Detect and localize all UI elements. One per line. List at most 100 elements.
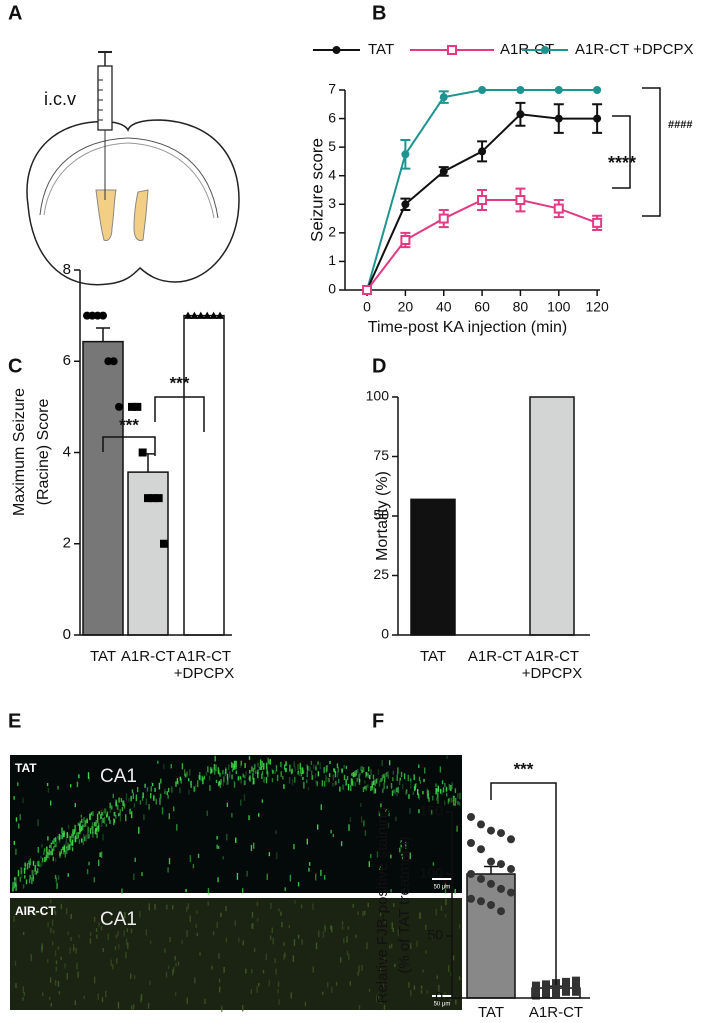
texture <box>212 931 215 936</box>
texture <box>334 781 336 786</box>
texture <box>248 756 251 760</box>
texture <box>15 882 17 888</box>
texture <box>356 778 358 782</box>
texture <box>184 773 187 778</box>
texture <box>24 875 26 879</box>
texture <box>425 949 427 955</box>
texture <box>77 971 79 978</box>
texture <box>106 814 108 818</box>
texture <box>240 799 242 806</box>
texture <box>133 873 135 881</box>
texture <box>55 877 58 883</box>
texture <box>401 784 404 790</box>
texture <box>131 789 134 793</box>
texture <box>316 824 319 830</box>
texture <box>282 776 284 780</box>
texture <box>226 773 229 780</box>
texture <box>361 964 363 971</box>
texture <box>105 823 108 827</box>
texture <box>352 780 354 787</box>
texture <box>320 869 322 876</box>
texture <box>105 990 107 998</box>
texture <box>150 786 152 792</box>
marker <box>401 150 410 159</box>
texture <box>97 993 99 1000</box>
texture <box>172 966 175 973</box>
texture <box>17 870 20 877</box>
texture <box>54 837 57 842</box>
texture <box>324 924 326 930</box>
texture <box>87 826 89 833</box>
texture <box>391 922 393 929</box>
texture <box>266 767 268 774</box>
texture <box>121 888 123 895</box>
texture <box>458 976 461 981</box>
texture <box>98 811 100 815</box>
texture <box>33 870 35 876</box>
texture <box>214 755 216 762</box>
texture <box>252 923 254 929</box>
texture <box>359 772 361 776</box>
texture <box>350 784 352 790</box>
y-tick-label: 100 <box>366 388 390 404</box>
texture <box>392 903 395 907</box>
texture <box>174 992 177 996</box>
texture <box>280 771 282 777</box>
y-tick-label: 4 <box>328 166 336 182</box>
texture <box>368 988 371 992</box>
texture <box>54 911 57 916</box>
texture <box>79 829 82 833</box>
texture <box>410 943 412 949</box>
texture <box>377 993 380 999</box>
texture <box>358 773 360 780</box>
texture <box>258 983 260 987</box>
texture <box>367 902 369 908</box>
texture <box>71 839 74 846</box>
texture <box>141 796 144 801</box>
texture <box>129 973 132 979</box>
texture <box>258 813 260 817</box>
texture <box>268 979 270 987</box>
marker <box>592 217 603 228</box>
texture <box>104 808 106 814</box>
texture <box>349 817 352 822</box>
texture <box>448 798 450 802</box>
texture <box>99 813 102 820</box>
texture <box>222 769 224 775</box>
texture <box>235 837 237 843</box>
texture <box>230 761 233 768</box>
texture <box>170 764 172 769</box>
texture <box>316 781 318 787</box>
bar <box>183 314 225 636</box>
texture <box>46 850 48 855</box>
y-axis-label: Seizure score <box>307 138 326 242</box>
texture <box>261 760 263 768</box>
texture <box>119 815 122 822</box>
texture <box>354 773 356 777</box>
texture <box>171 787 174 792</box>
marker <box>507 865 515 874</box>
texture <box>218 781 220 787</box>
marker <box>477 845 485 854</box>
texture <box>437 798 439 804</box>
texture <box>255 770 257 774</box>
texture <box>117 944 120 950</box>
texture <box>426 990 429 994</box>
texture <box>271 778 274 783</box>
texture <box>367 773 369 778</box>
texture <box>92 811 94 817</box>
texture <box>116 803 118 810</box>
texture <box>117 931 119 936</box>
texture <box>54 980 57 986</box>
texture <box>333 768 335 772</box>
texture <box>97 818 99 824</box>
texture <box>76 781 79 788</box>
texture <box>345 765 348 770</box>
texture <box>47 787 50 793</box>
texture <box>215 764 217 772</box>
error-bar <box>96 327 110 342</box>
texture <box>268 759 270 765</box>
texture <box>211 965 213 970</box>
texture <box>416 788 419 795</box>
texture <box>457 793 459 799</box>
